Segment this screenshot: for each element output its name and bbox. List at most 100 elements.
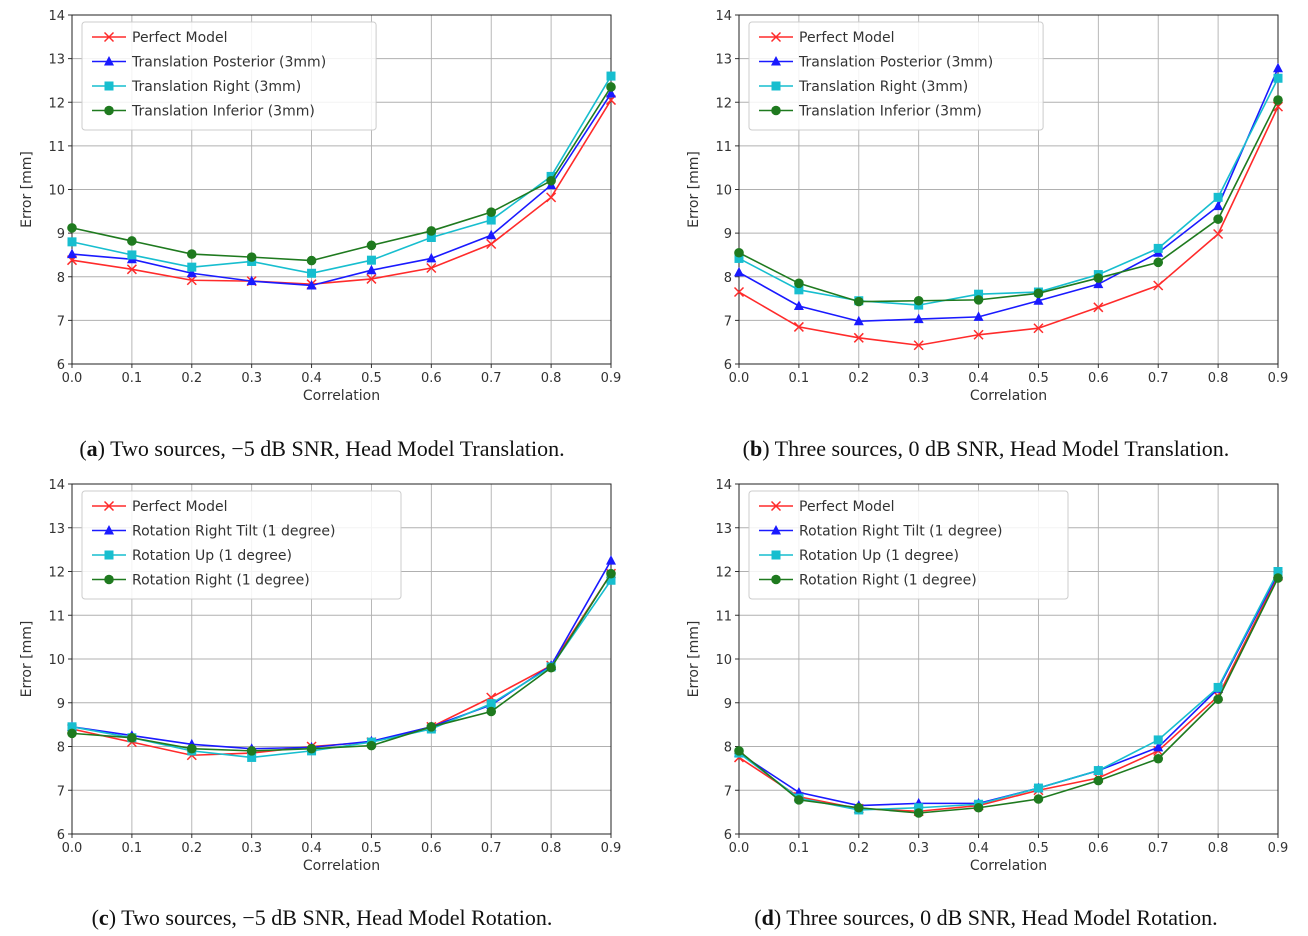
data-point [1213,214,1223,224]
legend-marker [771,525,781,535]
x-tick-label: 0.1 [122,841,143,856]
marker-stroke [733,286,745,298]
y-tick-label: 11 [715,140,732,155]
y-tick-label: 13 [715,53,732,68]
data-point [1273,73,1283,83]
marker-stroke [793,321,804,332]
series-2 [67,575,616,762]
legend-entry: Perfect Model [759,499,895,515]
data-point [606,575,616,585]
x-tick-label: 0.6 [1088,841,1109,856]
x-tick-label: 0.2 [181,841,202,856]
x-tick-label: 0.5 [361,371,382,386]
data-point [1153,735,1163,745]
data-point [1213,682,1223,692]
legend-entry: Rotation Right (1 degree) [92,573,310,589]
legend-entry: Translation Posterior (3mm) [92,55,326,71]
data-point [1093,273,1104,283]
marker-stroke [366,273,377,284]
y-tick-label: 12 [48,96,65,111]
legend-marker [104,574,114,585]
x-tick-label: 0.8 [1208,371,1229,386]
data-point [186,249,197,259]
legend-label: Rotation Right (1 degree) [132,573,310,589]
data-point [366,240,377,251]
x-tick-label: 0.5 [1028,371,1049,386]
y-tick-label: 10 [48,653,65,668]
x-tick-label: 0.9 [601,841,622,856]
y-tick-label: 10 [48,184,65,199]
y-tick-label: 10 [715,653,732,668]
data-point [1153,243,1163,253]
x-tick-label: 0.8 [541,841,562,856]
marker-stroke [103,31,115,43]
data-point [794,278,804,289]
y-tick-label: 9 [57,697,65,712]
data-point [426,252,437,263]
data-point [187,262,197,272]
legend-marker [771,105,781,116]
data-point [913,808,924,818]
data-point [1273,62,1283,73]
data-point [1273,567,1283,576]
y-tick-label: 7 [724,784,732,799]
series-line [738,67,1279,323]
marker-stroke [913,340,924,351]
legend-box [748,21,1044,131]
series-line [71,93,612,287]
legend-label: Translation Inferior (3mm) [798,104,982,120]
caption-paren: ( [79,436,86,461]
legend-entry: Rotation Right Tilt (1 degree) [759,524,1003,540]
x-tick-label: 0.0 [62,841,83,856]
legend-label: Translation Right (3mm) [131,79,301,95]
series-line [71,99,612,285]
caption-paren: ) [762,436,769,461]
data-point [1213,192,1223,202]
caption-paren: ( [92,905,99,930]
series-line [738,77,1279,306]
data-point [853,315,864,326]
x-axis-label: Correlation [970,388,1047,404]
series-line [71,573,612,752]
data-point [1273,95,1283,105]
x-tick-label: 0.7 [1148,841,1169,856]
x-tick-label: 0.8 [1208,841,1229,856]
legend-box [748,490,1069,600]
data-point [853,802,864,813]
x-tick-label: 0.0 [729,841,750,856]
marker-stroke [1153,280,1164,291]
x-tick-label: 0.3 [241,371,262,386]
y-axis-label: Error [mm] [686,621,702,698]
data-point [973,329,984,340]
data-point [734,247,744,258]
x-tick-label: 0.3 [908,371,929,386]
y-tick-label: 7 [57,784,65,799]
legend-marker [104,525,114,535]
data-point [1093,775,1104,786]
caption-paren: ) [98,436,105,461]
marker-stroke [770,31,782,43]
data-point [486,699,496,709]
y-tick-label: 13 [48,53,65,68]
y-tick-label: 9 [724,227,732,242]
series-line [738,571,1279,811]
data-point [606,82,616,92]
marker-stroke [486,239,497,250]
series-line [71,86,612,262]
figure-caption: (d) Three sources, 0 dB SNR, Head Model … [754,905,1217,930]
series-1 [67,88,616,290]
caption-paren: ) [109,905,116,930]
legend-marker [770,31,782,43]
x-tick-label: 0.9 [601,371,622,386]
data-point [606,568,616,579]
data-point [606,71,616,81]
data-point [913,340,924,351]
legend-marker [104,105,114,116]
y-tick-label: 8 [724,741,732,756]
data-point [67,223,77,233]
x-tick-label: 0.7 [1148,371,1169,386]
data-point [426,226,437,236]
legend-marker [104,81,114,91]
data-point [1033,794,1044,804]
